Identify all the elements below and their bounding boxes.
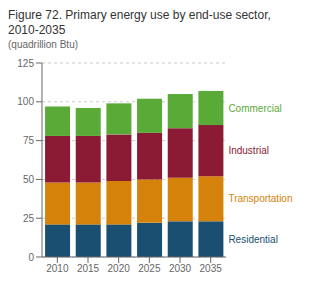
svg-text:100: 100 (17, 96, 34, 107)
svg-text:Transportation: Transportation (228, 193, 292, 204)
svg-text:2020: 2020 (108, 263, 131, 274)
svg-text:2015: 2015 (77, 263, 100, 274)
html-text:Figure 72. Primary energy use: Figure 72. Primary energy use by end-use… (8, 8, 271, 22)
svg-text:Industrial: Industrial (228, 145, 269, 156)
html-text:2010-2035: 2010-2035 (8, 23, 66, 37)
svg-text:2025: 2025 (138, 263, 161, 274)
svg-text:0: 0 (28, 252, 34, 263)
svg-text:Commercial: Commercial (228, 103, 281, 114)
html-text:(quadrillion Btu): (quadrillion Btu) (8, 39, 78, 50)
svg-text:2030: 2030 (169, 263, 192, 274)
svg-text:2010: 2010 (46, 263, 69, 274)
svg-text:2035: 2035 (200, 263, 223, 274)
svg-text:125: 125 (17, 58, 34, 69)
svg-text:25: 25 (23, 213, 35, 224)
svg-text:Residential: Residential (228, 234, 277, 245)
svg-text:75: 75 (23, 135, 35, 146)
svg-text:50: 50 (23, 174, 35, 185)
